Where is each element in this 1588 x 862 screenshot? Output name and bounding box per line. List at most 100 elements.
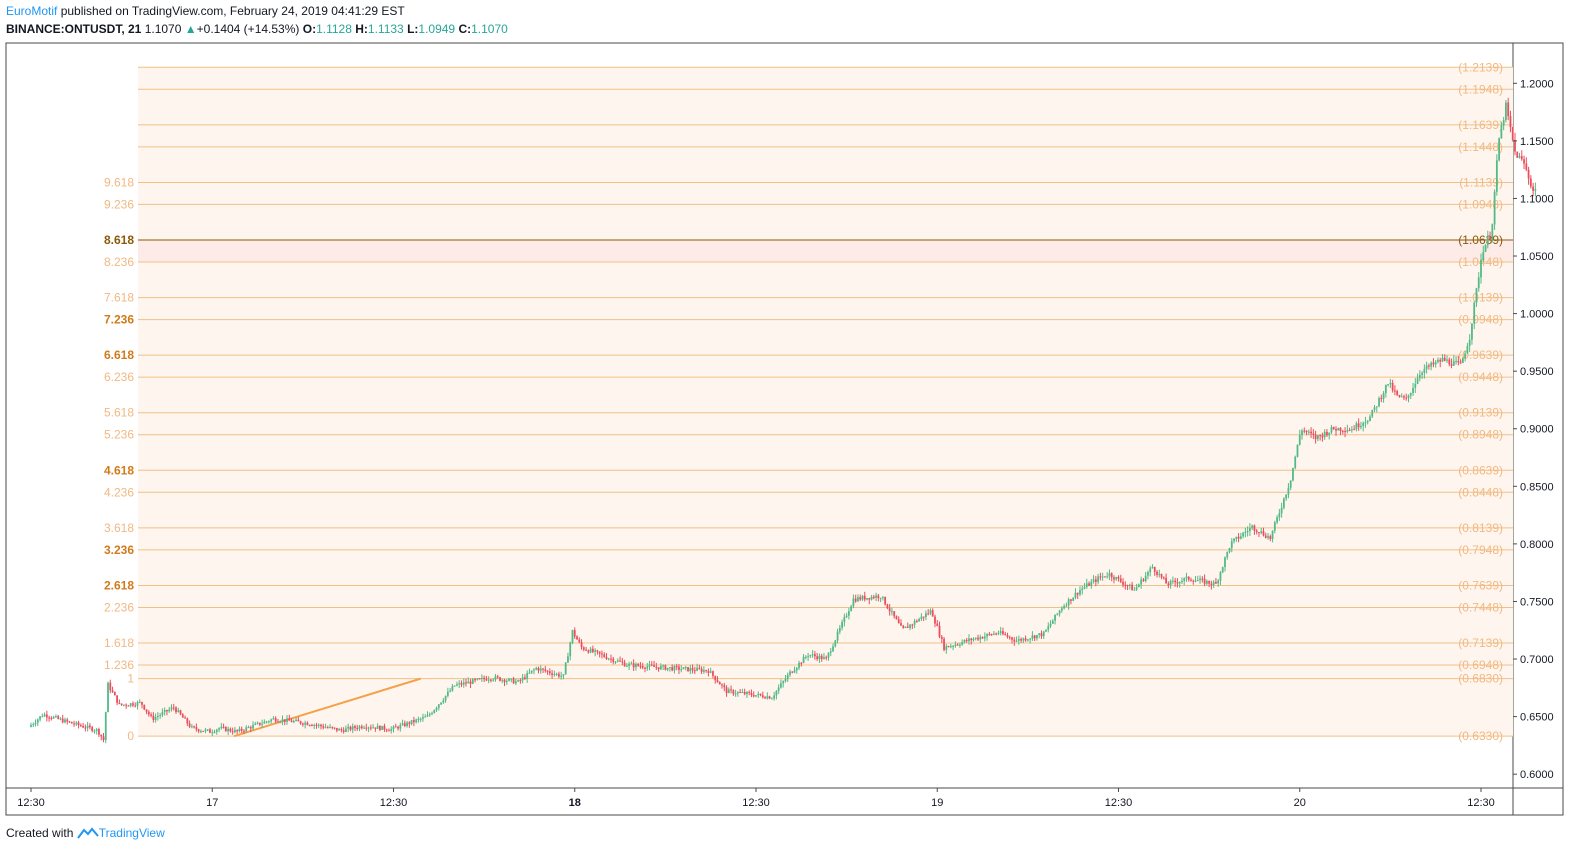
candle-body	[301, 723, 304, 725]
candle-body	[1264, 535, 1267, 538]
candle-body	[428, 714, 431, 716]
candle-body	[616, 660, 619, 662]
candle-body	[483, 677, 486, 680]
candle-body	[931, 610, 934, 617]
candle-body	[1194, 580, 1197, 582]
candle-body	[1491, 224, 1494, 240]
candle-body	[682, 667, 685, 670]
candle-body	[514, 681, 517, 684]
candle-body	[1477, 277, 1480, 289]
candle-body	[215, 729, 218, 732]
candle-body	[469, 681, 472, 684]
candle-body	[1332, 427, 1335, 430]
candle-body	[190, 726, 193, 728]
fib-band	[138, 549, 1513, 586]
candle-body	[326, 727, 329, 729]
candle-body	[823, 657, 825, 660]
candle-body	[1446, 359, 1448, 361]
candle-body	[1267, 536, 1269, 538]
candle-body	[1060, 608, 1063, 611]
candle-body	[1063, 606, 1066, 609]
candle-body	[84, 727, 87, 729]
candle-body	[712, 671, 714, 676]
candle-body	[1287, 487, 1290, 495]
candle-body	[1144, 575, 1147, 581]
candle-body	[587, 650, 590, 653]
candle-body	[508, 678, 510, 681]
candle-body	[827, 652, 830, 658]
author-link[interactable]: EuroMotif	[6, 4, 58, 18]
candle-body	[571, 630, 574, 643]
candle-body	[116, 695, 118, 703]
candle-body	[834, 640, 837, 647]
candle-body	[1461, 358, 1464, 363]
candle-body	[1022, 638, 1025, 641]
candle-body	[503, 679, 506, 683]
candle-body	[195, 727, 198, 730]
fib-band	[138, 527, 1513, 550]
candle-body	[1131, 584, 1133, 591]
candle-body	[279, 721, 282, 723]
candle-body	[836, 631, 839, 641]
candle-body	[1387, 384, 1390, 386]
candle-body	[499, 677, 501, 681]
candle-body	[1210, 583, 1213, 585]
candle-body	[1532, 186, 1535, 191]
candle-body	[734, 693, 737, 695]
candle-body	[764, 697, 766, 699]
candle-body	[211, 732, 214, 734]
candle-body	[1412, 387, 1414, 393]
fib-price-label: (0.8139)	[1458, 521, 1503, 535]
candle-body	[961, 642, 964, 645]
candle-body	[104, 712, 107, 740]
candle-body	[1031, 635, 1034, 639]
candle-body	[911, 624, 914, 626]
candle-body	[243, 730, 245, 732]
candle-body	[261, 723, 263, 725]
fib-price-label: (0.9948)	[1458, 313, 1503, 327]
candle-body	[594, 650, 597, 652]
candle-body	[184, 717, 186, 719]
candle-body	[1083, 587, 1086, 589]
candle-body	[619, 660, 621, 662]
candle-body	[202, 730, 205, 732]
candle-body	[1167, 583, 1170, 586]
candle-body	[1262, 531, 1265, 536]
candle-body	[1312, 433, 1315, 435]
candle-body	[537, 667, 540, 671]
candle-body	[1382, 393, 1385, 399]
candle-body	[1493, 191, 1496, 225]
candle-body	[766, 696, 769, 699]
candle-body	[1135, 587, 1138, 590]
tradingview-brand[interactable]: TradingView	[98, 826, 165, 840]
candle-body	[1221, 567, 1224, 573]
candle-body	[981, 637, 984, 639]
candle-body	[709, 671, 712, 673]
fib-price-label: (1.1639)	[1458, 118, 1503, 132]
candle-body	[512, 678, 515, 684]
candle-body	[705, 670, 708, 672]
candle-body	[959, 644, 961, 646]
candle-body	[1509, 116, 1512, 128]
candle-body	[659, 666, 662, 670]
candle-body	[1418, 374, 1421, 379]
fib-level-label: 1	[127, 672, 134, 686]
candle-body	[1246, 531, 1249, 533]
y-tick-label: 1.2000	[1520, 78, 1554, 90]
candle-body	[861, 595, 864, 600]
candle-body	[102, 736, 105, 740]
candle-body	[494, 676, 497, 680]
candle-body	[625, 665, 628, 667]
candle-body	[1319, 435, 1322, 437]
candle-body	[1502, 120, 1505, 126]
candle-body	[1033, 635, 1036, 639]
candle-body	[730, 689, 732, 691]
candle-body	[988, 634, 991, 636]
candle-body	[45, 714, 48, 718]
candle-body	[528, 672, 531, 674]
candle-body	[181, 714, 184, 718]
candle-body	[383, 725, 386, 730]
fib-price-label: (0.9139)	[1458, 406, 1503, 420]
candle-body	[1226, 551, 1229, 558]
